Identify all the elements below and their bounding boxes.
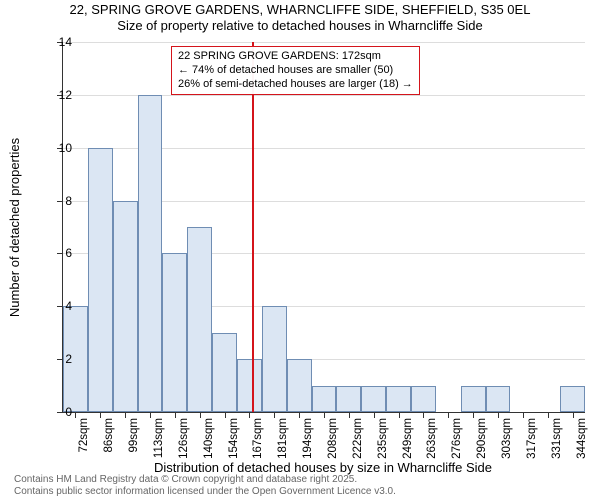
x-tick-label: 317sqm [526, 418, 538, 459]
plot-area: 22 SPRING GROVE GARDENS: 172sqm← 74% of … [62, 42, 585, 413]
x-tick-label: 99sqm [128, 418, 140, 453]
y-axis-label: Number of detached properties [8, 42, 22, 412]
histogram-bar [162, 253, 187, 412]
title-line-1: 22, SPRING GROVE GARDENS, WHARNCLIFFE SI… [0, 2, 600, 18]
histogram-bar [486, 386, 511, 412]
x-tick [200, 412, 201, 418]
x-axis-label: Distribution of detached houses by size … [62, 460, 584, 475]
x-tick [225, 412, 226, 418]
x-tick-label: 290sqm [476, 418, 488, 459]
chart-footer: Contains HM Land Registry data © Crown c… [14, 474, 396, 498]
x-tick [175, 412, 176, 418]
x-tick [100, 412, 101, 418]
histogram-bar [212, 333, 237, 412]
x-tick [150, 412, 151, 418]
histogram-bar [88, 148, 113, 412]
x-tick [349, 412, 350, 418]
x-tick [249, 412, 250, 418]
y-tick-label: 4 [42, 299, 72, 313]
x-tick-label: 86sqm [103, 418, 115, 453]
y-tick-label: 6 [42, 246, 72, 260]
histogram-bar [138, 95, 163, 412]
x-tick-label: 208sqm [327, 418, 339, 459]
gridline [63, 42, 585, 43]
histogram-bar [287, 359, 312, 412]
histogram-bar [411, 386, 436, 412]
x-tick-label: 344sqm [576, 418, 588, 459]
x-tick-label: 263sqm [426, 418, 438, 459]
x-tick-label: 249sqm [402, 418, 414, 459]
histogram-bar [336, 386, 361, 412]
histogram-bar [113, 201, 138, 412]
x-tick-label: 140sqm [203, 418, 215, 459]
histogram-chart: 22, SPRING GROVE GARDENS, WHARNCLIFFE SI… [0, 0, 600, 500]
y-tick-label: 10 [42, 141, 72, 155]
x-tick [498, 412, 499, 418]
x-tick [423, 412, 424, 418]
x-tick-label: 72sqm [78, 418, 90, 453]
y-tick-label: 14 [42, 35, 72, 49]
histogram-bar [560, 386, 585, 412]
x-tick-label: 222sqm [352, 418, 364, 459]
histogram-bar [386, 386, 411, 412]
x-tick [399, 412, 400, 418]
histogram-bar [262, 306, 287, 412]
footer-line-2: Contains public sector information licen… [14, 486, 396, 498]
annotation-box: 22 SPRING GROVE GARDENS: 172sqm← 74% of … [171, 46, 420, 95]
x-tick [523, 412, 524, 418]
y-tick-label: 0 [42, 405, 72, 419]
histogram-bar [312, 386, 337, 412]
x-tick [274, 412, 275, 418]
x-tick [324, 412, 325, 418]
chart-title: 22, SPRING GROVE GARDENS, WHARNCLIFFE SI… [0, 2, 600, 35]
y-tick-label: 8 [42, 194, 72, 208]
x-tick [573, 412, 574, 418]
x-tick-label: 276sqm [451, 418, 463, 459]
y-tick-label: 2 [42, 352, 72, 366]
x-tick-label: 154sqm [228, 418, 240, 459]
histogram-bar [237, 359, 262, 412]
x-tick [548, 412, 549, 418]
annotation-line: ← 74% of detached houses are smaller (50… [178, 64, 413, 78]
x-tick-label: 181sqm [277, 418, 289, 459]
x-tick [374, 412, 375, 418]
x-tick [299, 412, 300, 418]
x-tick-label: 113sqm [153, 418, 165, 458]
annotation-line: 22 SPRING GROVE GARDENS: 172sqm [178, 50, 413, 64]
annotation-line: 26% of semi-detached houses are larger (… [178, 78, 413, 92]
x-tick-label: 167sqm [252, 418, 264, 459]
histogram-bar [361, 386, 386, 412]
x-tick-label: 126sqm [178, 418, 190, 459]
x-tick-label: 331sqm [551, 418, 563, 459]
property-marker-line [252, 42, 254, 412]
footer-line-1: Contains HM Land Registry data © Crown c… [14, 474, 396, 486]
x-tick-label: 303sqm [501, 418, 513, 459]
title-line-2: Size of property relative to detached ho… [0, 18, 600, 34]
x-tick [75, 412, 76, 418]
x-tick [448, 412, 449, 418]
x-tick-label: 194sqm [302, 418, 314, 459]
x-tick [125, 412, 126, 418]
x-tick-label: 235sqm [377, 418, 389, 459]
y-tick-label: 12 [42, 88, 72, 102]
x-tick [473, 412, 474, 418]
histogram-bar [187, 227, 212, 412]
histogram-bar [461, 386, 486, 412]
